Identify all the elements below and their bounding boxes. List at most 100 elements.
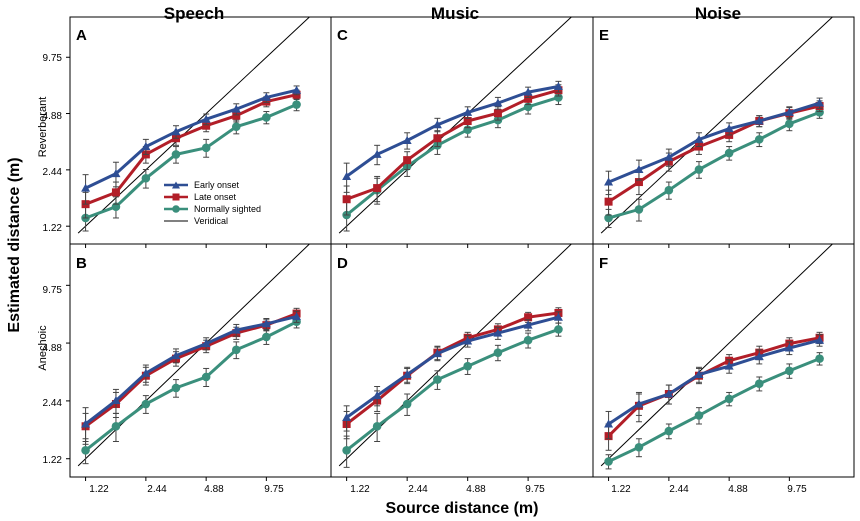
data-point-normal [554,93,563,102]
data-point-late [111,188,120,197]
series-line-veridical [338,17,573,234]
data-point-normal [664,185,674,195]
panel-c-plot [338,17,573,248]
data-point-early [724,361,734,370]
data-point-early [754,352,764,361]
data-point-early [784,107,794,116]
data-point-early [342,412,352,421]
panel-frame-f [592,243,855,478]
legend-label-early: Early onset [194,180,240,190]
legend-marker-normal [172,205,180,213]
data-point-early [342,171,352,180]
data-point-normal [81,445,90,455]
data-point-late [373,184,382,193]
series-line-veridical [600,17,834,234]
y-tick-label: 1.22 [43,223,63,234]
panel-frame-c [330,16,594,245]
data-point-normal [231,122,241,131]
series-line-early [345,85,559,178]
x-tick-label: 1.22 [611,484,631,495]
series-line-late [346,88,559,201]
panel-f-plot [600,244,834,481]
series-line-late [85,93,297,206]
data-point-early [292,312,302,321]
panel-a-plot [66,17,311,248]
data-point-early [201,114,211,123]
data-point-early [463,336,473,345]
series-line-early [607,338,820,426]
data-point-normal [754,379,764,388]
x-tick-label: 4.88 [466,484,486,495]
series-line-normal [345,327,559,452]
data-point-normal [433,375,442,384]
series-line-early [608,101,821,184]
data-point-early [201,339,211,348]
legend-marker-late [172,193,180,201]
x-tick-labels: 1.22 2.44 4.88 9.75 1.22 2.44 4.88 9.75 … [89,484,807,495]
data-point-early [634,165,644,174]
data-point-early [553,82,563,91]
y-tick-label: 1.22 [43,455,63,466]
data-point-normal [141,173,151,183]
data-point-normal [493,348,503,357]
column-title-noise: Noise [695,4,741,23]
series-line-late [345,311,559,426]
x-tick-label: 1.22 [89,484,109,495]
y-tick-labels-bottom: 1.22 2.44 4.88 9.75 [43,285,63,466]
data-point-normal [724,394,734,404]
data-point-late [524,313,533,322]
data-point-normal [604,213,613,223]
data-point-normal [634,205,644,214]
data-point-normal [231,345,241,355]
data-point-late [403,156,412,165]
data-point-normal [785,119,794,129]
row-label-anechoic: Anechoic [37,325,49,371]
data-point-normal [262,332,271,342]
y-tick-label: 2.44 [43,167,63,178]
data-point-normal [201,372,211,382]
data-point-late [604,197,613,206]
data-point-early [292,85,302,94]
panel-frames [69,16,855,478]
y-tick-label: 9.75 [43,285,63,296]
panel-letter-c: C [337,27,348,44]
data-point-early [815,98,825,107]
data-point-early [493,328,503,337]
series-line-normal [85,103,298,220]
panel-letter-e: E [599,27,609,44]
data-point-early [553,312,563,321]
data-point-normal [171,150,181,159]
data-point-normal [724,148,734,158]
x-tick-label: 1.22 [350,484,370,495]
data-point-normal [171,383,181,393]
x-axis-label: Source distance (m) [386,500,539,517]
series-line-veridical [338,244,573,467]
panel-letter-d: D [337,255,348,272]
data-point-early [493,98,503,107]
x-tick-label: 9.75 [525,484,545,495]
x-tick-label: 9.75 [264,484,284,495]
y-axis-label: Estimated distance (m) [6,157,23,332]
x-tick-label: 2.44 [147,484,167,495]
data-point-normal [111,421,121,431]
legend-label-normal: Normally sighted [194,204,261,214]
column-title-speech: Speech [164,4,224,23]
data-point-normal [292,100,301,109]
row-label-reverberant: Reverberant [37,97,49,158]
data-point-early [261,92,271,101]
data-point-early [171,127,181,136]
panel-frame-d [330,243,594,478]
data-point-normal [815,354,824,363]
data-point-normal [141,399,151,409]
data-point-late [463,117,472,126]
y-tick-labels-top: 1.22 2.44 4.88 9.75 [43,53,63,234]
series-line-veridical [600,244,834,467]
panel-letter-a: A [76,27,87,44]
y-tick-label: 4.88 [43,343,63,354]
data-point-normal [694,165,704,174]
x-tick-label: 4.88 [728,484,748,495]
data-point-early [231,325,241,334]
data-point-normal [554,325,563,334]
data-point-normal [604,457,613,466]
